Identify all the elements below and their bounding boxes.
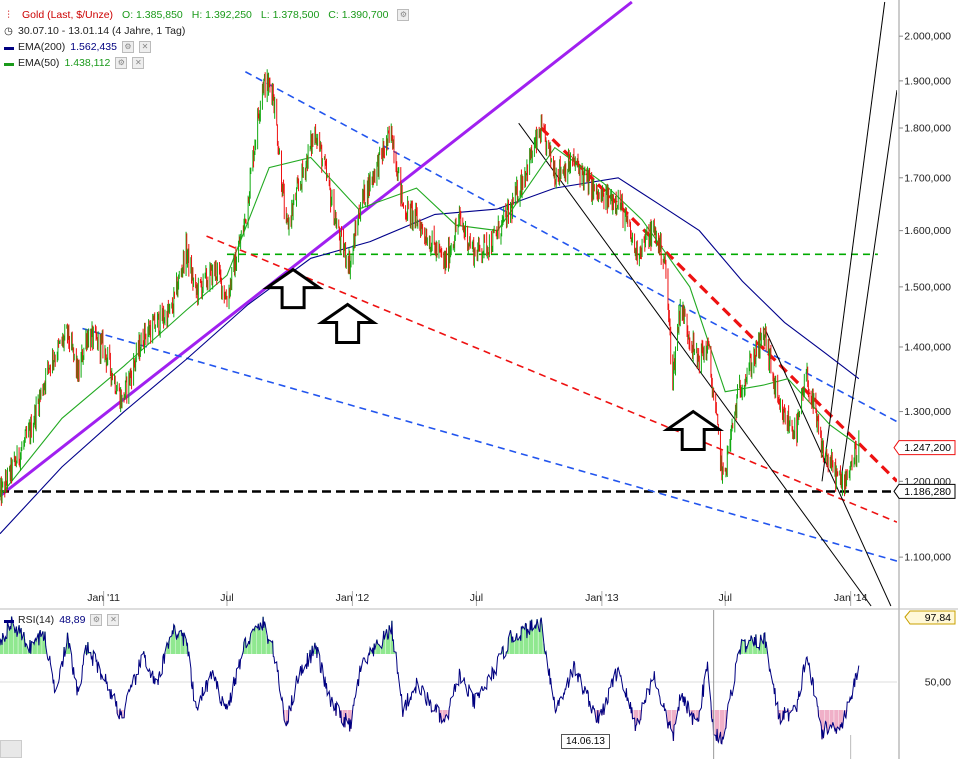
y-tick-label: 1.600,000 <box>904 225 951 237</box>
up-arrow-icon-2 <box>316 302 379 344</box>
y-tick-label: 1.400,000 <box>904 341 951 353</box>
trendline-black-9 <box>821 1 886 482</box>
trendline-black-7 <box>518 122 872 607</box>
ema200-value: 1.562,435 <box>70 41 117 53</box>
settings-gear-icon[interactable]: ⚙ <box>397 9 410 21</box>
x-tick-label: Jan '12 <box>336 592 370 604</box>
rsi-line <box>0 616 860 745</box>
candlestick-icon: ⫶ <box>7 9 10 21</box>
open-value: O: 1.385,850 <box>122 9 183 21</box>
ema50-line <box>0 146 860 497</box>
rsi-badge-label: 97,84 <box>925 612 951 624</box>
trendline-red-5 <box>206 235 897 523</box>
trendline-blue-3 <box>245 71 897 423</box>
trendline-black-10 <box>841 90 897 475</box>
rsi-panel <box>0 616 897 745</box>
legend-instrument-row: ⫶ Gold (Last, $/Unze) O: 1.385,850 H: 1.… <box>4 9 413 21</box>
rsi-color-swatch-icon: ▬ <box>4 614 14 626</box>
rsi-settings-icon[interactable]: ⚙ <box>90 614 103 626</box>
ema200-color-swatch-icon: ▬ <box>4 41 14 53</box>
panel-menu-button[interactable] <box>0 740 22 758</box>
ema200-label: EMA(200) <box>18 41 66 53</box>
price-badge-2: 1.186,280 <box>893 483 956 499</box>
x-tick-label: Jan '14 <box>834 592 868 604</box>
price-panel <box>0 0 897 607</box>
x-tick-label: Jul <box>719 592 732 604</box>
up-arrow-icon-3 <box>662 409 724 452</box>
legend-ema50-row: ▬ EMA(50) 1.438,112 ⚙ ✕ <box>4 57 145 69</box>
price-badge-frame <box>893 483 956 499</box>
instrument-name: Gold (Last, $/Unze) <box>22 9 114 21</box>
y-tick-label: 1.100,000 <box>904 552 951 564</box>
close-value: C: 1.390,700 <box>328 9 389 21</box>
trendline-blue-4 <box>82 327 897 562</box>
price-badge-1: 1.247,200 <box>893 440 956 456</box>
rsi-value: 48,89 <box>59 614 86 626</box>
rsi-oversold-fill <box>116 710 848 744</box>
legend-period-row: ◷ 30.07.10 - 13.01.14 (4 Jahre, 1 Tag) <box>4 25 185 37</box>
up-arrow-icon-1 <box>262 267 324 310</box>
ema50-settings-icon[interactable]: ⚙ <box>115 57 128 69</box>
ema50-color-swatch-icon: ▬ <box>4 57 14 69</box>
x-tick-label: Jan '11 <box>87 592 120 604</box>
ema50-value: 1.438,112 <box>64 57 111 69</box>
rsi-badge: 97,84 <box>904 610 956 625</box>
legend-rsi-row: ▬ RSI(14) 48,89 ⚙ ✕ <box>4 614 120 626</box>
trendline-purple-0 <box>0 0 633 498</box>
price-badge-label: 1.247,200 <box>904 442 951 454</box>
x-tick-label: Jul <box>470 592 483 604</box>
ema200-close-icon[interactable]: ✕ <box>138 41 151 53</box>
x-tick-label: Jul <box>220 592 233 604</box>
y-tick-label: 1.300,000 <box>904 406 951 418</box>
price-badge-label: 1.186,280 <box>904 486 951 498</box>
y-tick-label: 1.800,000 <box>904 122 951 134</box>
ema50-close-icon[interactable]: ✕ <box>132 57 145 69</box>
ema200-settings-icon[interactable]: ⚙ <box>121 41 134 53</box>
price-badge-frame <box>893 440 956 456</box>
crosshair-date-badge: 14.06.13 <box>561 734 610 749</box>
y-tick-label: 1.500,000 <box>904 281 951 293</box>
y-tick-label: 1.900,000 <box>904 75 951 87</box>
clock-icon: ◷ <box>4 25 13 37</box>
rsi-close-icon[interactable]: ✕ <box>107 614 120 626</box>
rsi-label: RSI(14) <box>18 614 55 626</box>
ema200-line <box>0 177 860 535</box>
y-tick-label: 1.700,000 <box>904 172 951 184</box>
legend-ema200-row: ▬ EMA(200) 1.562,435 ⚙ ✕ <box>4 41 151 53</box>
high-value: H: 1.392,250 <box>191 9 252 21</box>
x-tick-label: Jan '13 <box>585 592 619 604</box>
rsi-badge-frame <box>904 610 956 625</box>
rsi-y-tick-label: 50,00 <box>925 677 951 689</box>
trendline-red-6 <box>540 126 897 483</box>
price-bars <box>0 69 860 506</box>
ema50-label: EMA(50) <box>18 57 60 69</box>
period-label: 30.07.10 - 13.01.14 (4 Jahre, 1 Tag) <box>18 25 186 37</box>
y-tick-label: 2.000,000 <box>904 31 951 43</box>
low-value: L: 1.378,500 <box>260 9 320 21</box>
